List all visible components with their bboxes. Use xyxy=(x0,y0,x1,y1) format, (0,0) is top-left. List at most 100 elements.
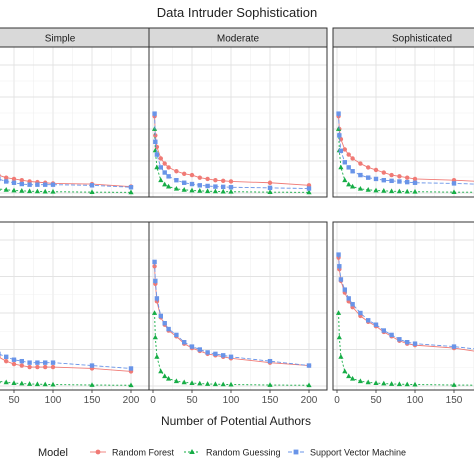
x-tick-label: 100 xyxy=(407,395,424,406)
data-point xyxy=(228,381,234,387)
series-line xyxy=(154,128,310,193)
legend-label: Random Guessing xyxy=(206,448,281,458)
data-point xyxy=(89,183,95,188)
data-point xyxy=(389,172,394,178)
data-point xyxy=(27,360,32,365)
data-point xyxy=(350,169,355,174)
series-line xyxy=(338,116,474,182)
data-point xyxy=(350,302,355,307)
facet-panel: 50 100 150 200 xyxy=(0,221,150,406)
data-point xyxy=(346,296,351,301)
data-point xyxy=(11,357,17,362)
data-point xyxy=(89,189,95,195)
data-point xyxy=(152,259,157,265)
data-point xyxy=(27,188,33,194)
data-point xyxy=(221,184,226,190)
data-point xyxy=(19,358,24,364)
data-point xyxy=(3,175,9,180)
panel-border xyxy=(332,46,474,198)
data-point xyxy=(189,181,195,187)
data-point xyxy=(381,170,386,175)
data-point xyxy=(381,328,386,333)
data-point xyxy=(337,133,342,138)
data-point xyxy=(373,187,379,193)
data-point xyxy=(153,278,158,284)
data-point xyxy=(404,188,410,194)
data-point xyxy=(50,188,56,194)
x-tick-label: 100 xyxy=(223,395,240,406)
data-point xyxy=(389,178,394,184)
data-point xyxy=(451,181,457,186)
data-point xyxy=(35,364,40,370)
data-point xyxy=(50,182,56,187)
series-line xyxy=(338,254,474,350)
panel-background xyxy=(149,47,327,197)
data-point xyxy=(43,360,48,365)
data-point xyxy=(342,287,347,292)
data-point xyxy=(19,178,24,183)
facet-strip-label: Simple xyxy=(45,34,76,45)
data-point xyxy=(153,139,158,144)
data-point xyxy=(35,360,40,365)
legend-entry: Random Guessing xyxy=(184,448,281,458)
data-point xyxy=(228,354,234,359)
data-point xyxy=(89,363,95,368)
data-point xyxy=(365,379,371,385)
data-point xyxy=(221,353,226,358)
data-point xyxy=(405,179,410,185)
data-point xyxy=(346,165,351,170)
data-point xyxy=(389,332,394,338)
data-point xyxy=(451,189,457,195)
data-point xyxy=(412,176,418,182)
data-point xyxy=(0,351,1,357)
series-line xyxy=(0,353,132,369)
data-point xyxy=(212,188,218,194)
data-point xyxy=(221,178,226,184)
data-point xyxy=(405,175,410,180)
data-point xyxy=(366,165,371,170)
data-point xyxy=(228,179,234,184)
data-point xyxy=(19,363,24,368)
data-point xyxy=(128,189,134,195)
data-point xyxy=(336,111,341,116)
data-point xyxy=(228,188,234,194)
data-point xyxy=(154,152,160,157)
data-point xyxy=(0,176,1,182)
x-tick-label: 50 xyxy=(8,395,20,406)
data-point xyxy=(404,381,410,387)
legend-title: Model xyxy=(38,447,68,459)
data-point xyxy=(228,185,234,190)
facet-panel: 0 50 100 150 200 xyxy=(148,221,328,406)
data-point xyxy=(267,185,273,191)
data-point xyxy=(357,185,363,191)
data-point xyxy=(338,148,344,153)
data-point xyxy=(128,185,134,190)
data-point xyxy=(306,363,312,368)
data-point xyxy=(50,364,56,370)
data-point xyxy=(3,379,9,385)
data-point xyxy=(174,169,179,174)
data-point xyxy=(357,378,363,384)
panel-background xyxy=(333,47,474,197)
data-point xyxy=(158,313,163,319)
data-point xyxy=(128,366,134,371)
data-point xyxy=(162,373,168,379)
data-point xyxy=(166,326,171,332)
data-point xyxy=(205,183,210,189)
data-point xyxy=(0,173,1,177)
data-point xyxy=(197,175,202,180)
legend-label: Support Vector Machine xyxy=(310,448,406,458)
data-point xyxy=(4,179,9,184)
data-point xyxy=(11,361,17,367)
data-point xyxy=(373,176,379,182)
x-tick-label: 150 xyxy=(262,395,279,406)
data-point xyxy=(389,188,395,194)
data-point xyxy=(358,161,363,166)
series-line xyxy=(154,261,310,367)
series-line xyxy=(338,312,474,386)
data-point xyxy=(43,364,48,370)
x-tick-label: 150 xyxy=(84,395,101,406)
series-line xyxy=(0,178,132,188)
x-axis-title: Number of Potential Authors xyxy=(161,414,311,428)
